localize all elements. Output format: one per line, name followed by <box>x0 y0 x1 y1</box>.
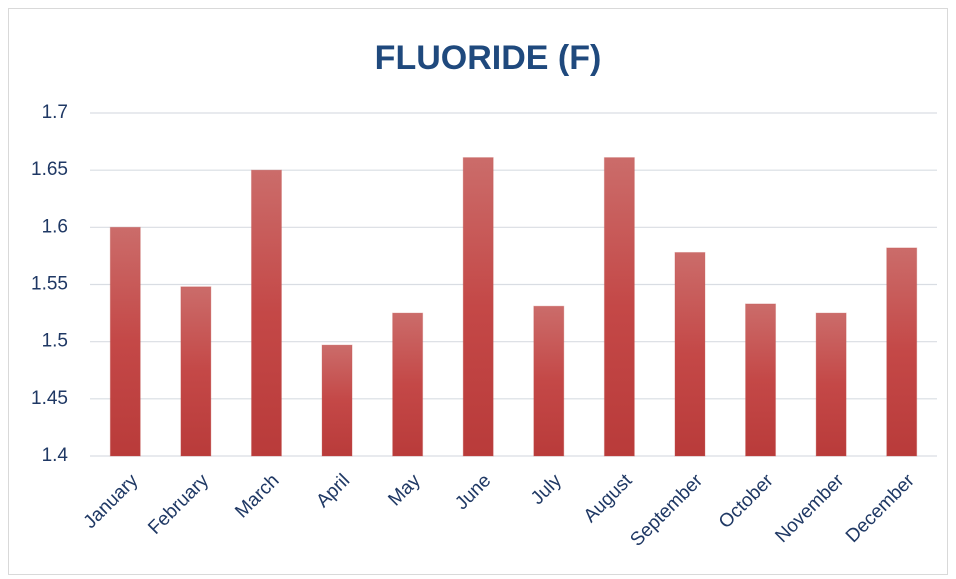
bar <box>180 286 212 457</box>
bar <box>603 157 635 457</box>
bar <box>109 226 141 457</box>
y-tick-label: 1.45 <box>31 388 68 409</box>
bar <box>250 169 282 457</box>
y-tick-label: 1.55 <box>31 274 68 295</box>
y-tick-label: 1.7 <box>42 102 68 123</box>
bar <box>533 305 565 457</box>
bar <box>392 312 424 457</box>
bar <box>745 303 777 457</box>
bar <box>321 344 353 457</box>
y-tick-label: 1.65 <box>31 159 68 180</box>
y-tick-label: 1.6 <box>42 216 68 237</box>
y-tick-label: 1.4 <box>42 445 69 466</box>
y-tick-label: 1.5 <box>42 331 68 352</box>
bar <box>815 312 847 457</box>
chart-title: FLUORIDE (F) <box>375 39 602 77</box>
bar <box>886 247 918 457</box>
bar <box>674 251 706 457</box>
bar <box>462 157 494 457</box>
